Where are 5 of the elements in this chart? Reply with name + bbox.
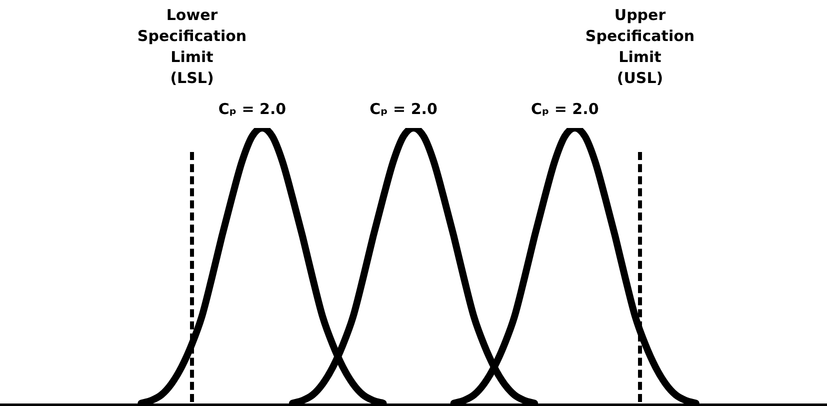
text: Cₚ = 2.0 (370, 100, 438, 118)
text: Cₚ = 2.0 (218, 100, 286, 118)
text: Upper Specification Limit (USL) (585, 6, 695, 87)
text: Cₚ = 2.0 (530, 100, 599, 118)
text: Lower Specification Limit (LSL) (137, 6, 247, 87)
